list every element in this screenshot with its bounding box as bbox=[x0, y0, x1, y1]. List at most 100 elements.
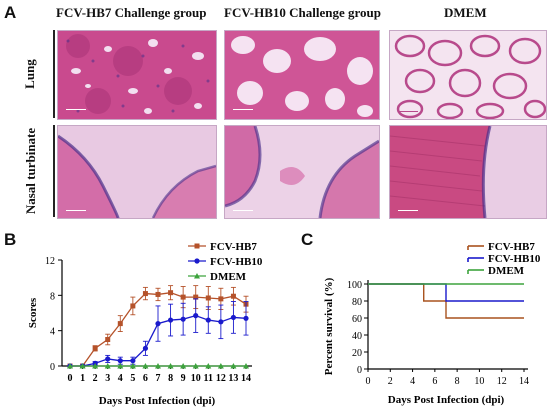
micrograph-nasal-dmem bbox=[389, 125, 547, 219]
x-tick-label: 8 bbox=[168, 373, 173, 384]
data-point bbox=[130, 303, 136, 309]
y-tick-label: 100 bbox=[347, 280, 362, 291]
y-tick-label: 4 bbox=[50, 327, 55, 338]
data-point bbox=[92, 345, 98, 351]
y-axis-title: Percent survival (%) bbox=[323, 277, 335, 375]
data-point bbox=[104, 363, 111, 369]
micrograph-nasal-hb7 bbox=[57, 125, 217, 219]
x-tick-label: 6 bbox=[432, 376, 437, 387]
x-tick-label: 13 bbox=[228, 373, 238, 384]
data-point bbox=[167, 317, 174, 323]
x-tick-label: 10 bbox=[474, 376, 484, 387]
x-tick-label: 0 bbox=[68, 373, 73, 384]
y-tick-label: 20 bbox=[352, 348, 362, 359]
x-tick-label: 11 bbox=[204, 373, 213, 384]
x-tick-label: 4 bbox=[410, 376, 415, 387]
x-axis-title: Days Post Infection (dpi) bbox=[99, 395, 216, 407]
x-tick-label: 3 bbox=[105, 373, 110, 384]
data-point bbox=[155, 363, 161, 369]
data-point bbox=[79, 363, 86, 369]
x-tick-label: 0 bbox=[366, 376, 371, 387]
x-tick-label: 12 bbox=[216, 373, 226, 384]
column-title-hb7: FCV-HB7 Challenge group bbox=[56, 5, 207, 20]
legend-marker bbox=[194, 273, 200, 279]
panel-label-a: A bbox=[4, 3, 17, 22]
y-tick-label: 0 bbox=[357, 365, 362, 376]
x-tick-label: 2 bbox=[388, 376, 393, 387]
data-point bbox=[205, 295, 211, 301]
data-point bbox=[218, 296, 224, 302]
survival-chart: 0 20 40 60 80 100 0 2 4 6 8 10 12 14 Days Post Infecti… bbox=[323, 241, 541, 406]
x-tick-label: 14 bbox=[519, 376, 529, 387]
panel-label-c: C bbox=[301, 230, 314, 249]
data-point bbox=[167, 363, 174, 369]
data-point bbox=[230, 314, 237, 321]
data-point bbox=[168, 290, 174, 296]
x-tick-label: 9 bbox=[181, 373, 186, 384]
data-point bbox=[217, 363, 224, 369]
micrograph-lung-dmem bbox=[389, 30, 547, 120]
data-point bbox=[180, 363, 187, 369]
data-point bbox=[180, 294, 186, 300]
data-point bbox=[130, 358, 136, 364]
y-tick-label: 60 bbox=[352, 314, 362, 325]
data-point bbox=[230, 293, 236, 299]
data-point bbox=[230, 363, 237, 369]
data-point bbox=[67, 363, 73, 369]
legend-label: FCV-HB10 bbox=[210, 256, 263, 268]
legend-label: FCV-HB7 bbox=[210, 241, 257, 253]
row-label-nasal-turbinate: Nasal turbinate bbox=[23, 127, 38, 215]
data-point bbox=[192, 363, 199, 369]
micrograph-nasal-hb10 bbox=[224, 125, 380, 219]
y-tick-label: 40 bbox=[352, 331, 362, 342]
data-point bbox=[205, 363, 212, 369]
x-tick-label: 1 bbox=[80, 373, 85, 384]
data-point bbox=[129, 363, 136, 369]
x-tick-label: 12 bbox=[497, 376, 507, 387]
data-point bbox=[117, 358, 123, 364]
x-tick-label: 7 bbox=[156, 373, 161, 384]
data-point bbox=[205, 317, 211, 323]
x-axis-title: Days Post Infection (dpi) bbox=[388, 394, 505, 406]
legend-label: FCV-HB10 bbox=[488, 253, 541, 265]
data-point bbox=[142, 345, 149, 351]
data-point bbox=[117, 321, 123, 327]
y-axis-title: Scores bbox=[27, 297, 39, 328]
data-point bbox=[180, 316, 186, 322]
legend-marker bbox=[194, 243, 200, 249]
data-point bbox=[142, 291, 148, 297]
y-tick-label: 12 bbox=[45, 256, 55, 267]
legend-label: DMEM bbox=[488, 265, 525, 277]
panel-label-b: B bbox=[4, 230, 17, 249]
column-title-hb10: FCV-HB10 Challenge group bbox=[224, 5, 381, 20]
row-bracket-nasal bbox=[53, 125, 55, 217]
data-point bbox=[105, 337, 111, 342]
data-point bbox=[193, 294, 199, 300]
data-point bbox=[155, 321, 161, 327]
y-tick-label: 80 bbox=[352, 297, 362, 308]
legend-marker bbox=[194, 258, 200, 264]
data-point bbox=[105, 356, 111, 362]
data-point bbox=[142, 363, 149, 369]
data-point bbox=[155, 291, 161, 297]
survival-line-FCV-HB10 bbox=[368, 283, 524, 302]
data-point bbox=[92, 363, 99, 369]
x-tick-label: 14 bbox=[241, 373, 251, 384]
y-tick-label: 0 bbox=[50, 362, 55, 373]
x-tick-label: 2 bbox=[93, 373, 98, 384]
legend-label: FCV-HB7 bbox=[488, 241, 535, 253]
data-point bbox=[117, 363, 124, 369]
legend-label: DMEM bbox=[210, 271, 247, 283]
data-point bbox=[243, 363, 249, 369]
x-tick-label: 5 bbox=[130, 373, 135, 384]
row-label-lung: Lung bbox=[22, 59, 37, 89]
x-tick-label: 6 bbox=[143, 373, 148, 384]
data-point bbox=[193, 313, 199, 319]
micrograph-lung-hb10 bbox=[224, 30, 380, 120]
row-bracket-lung bbox=[53, 30, 55, 118]
x-tick-label: 4 bbox=[118, 373, 123, 384]
data-point bbox=[218, 319, 224, 325]
x-tick-label: 8 bbox=[455, 376, 460, 387]
y-tick-label: 8 bbox=[50, 291, 55, 302]
